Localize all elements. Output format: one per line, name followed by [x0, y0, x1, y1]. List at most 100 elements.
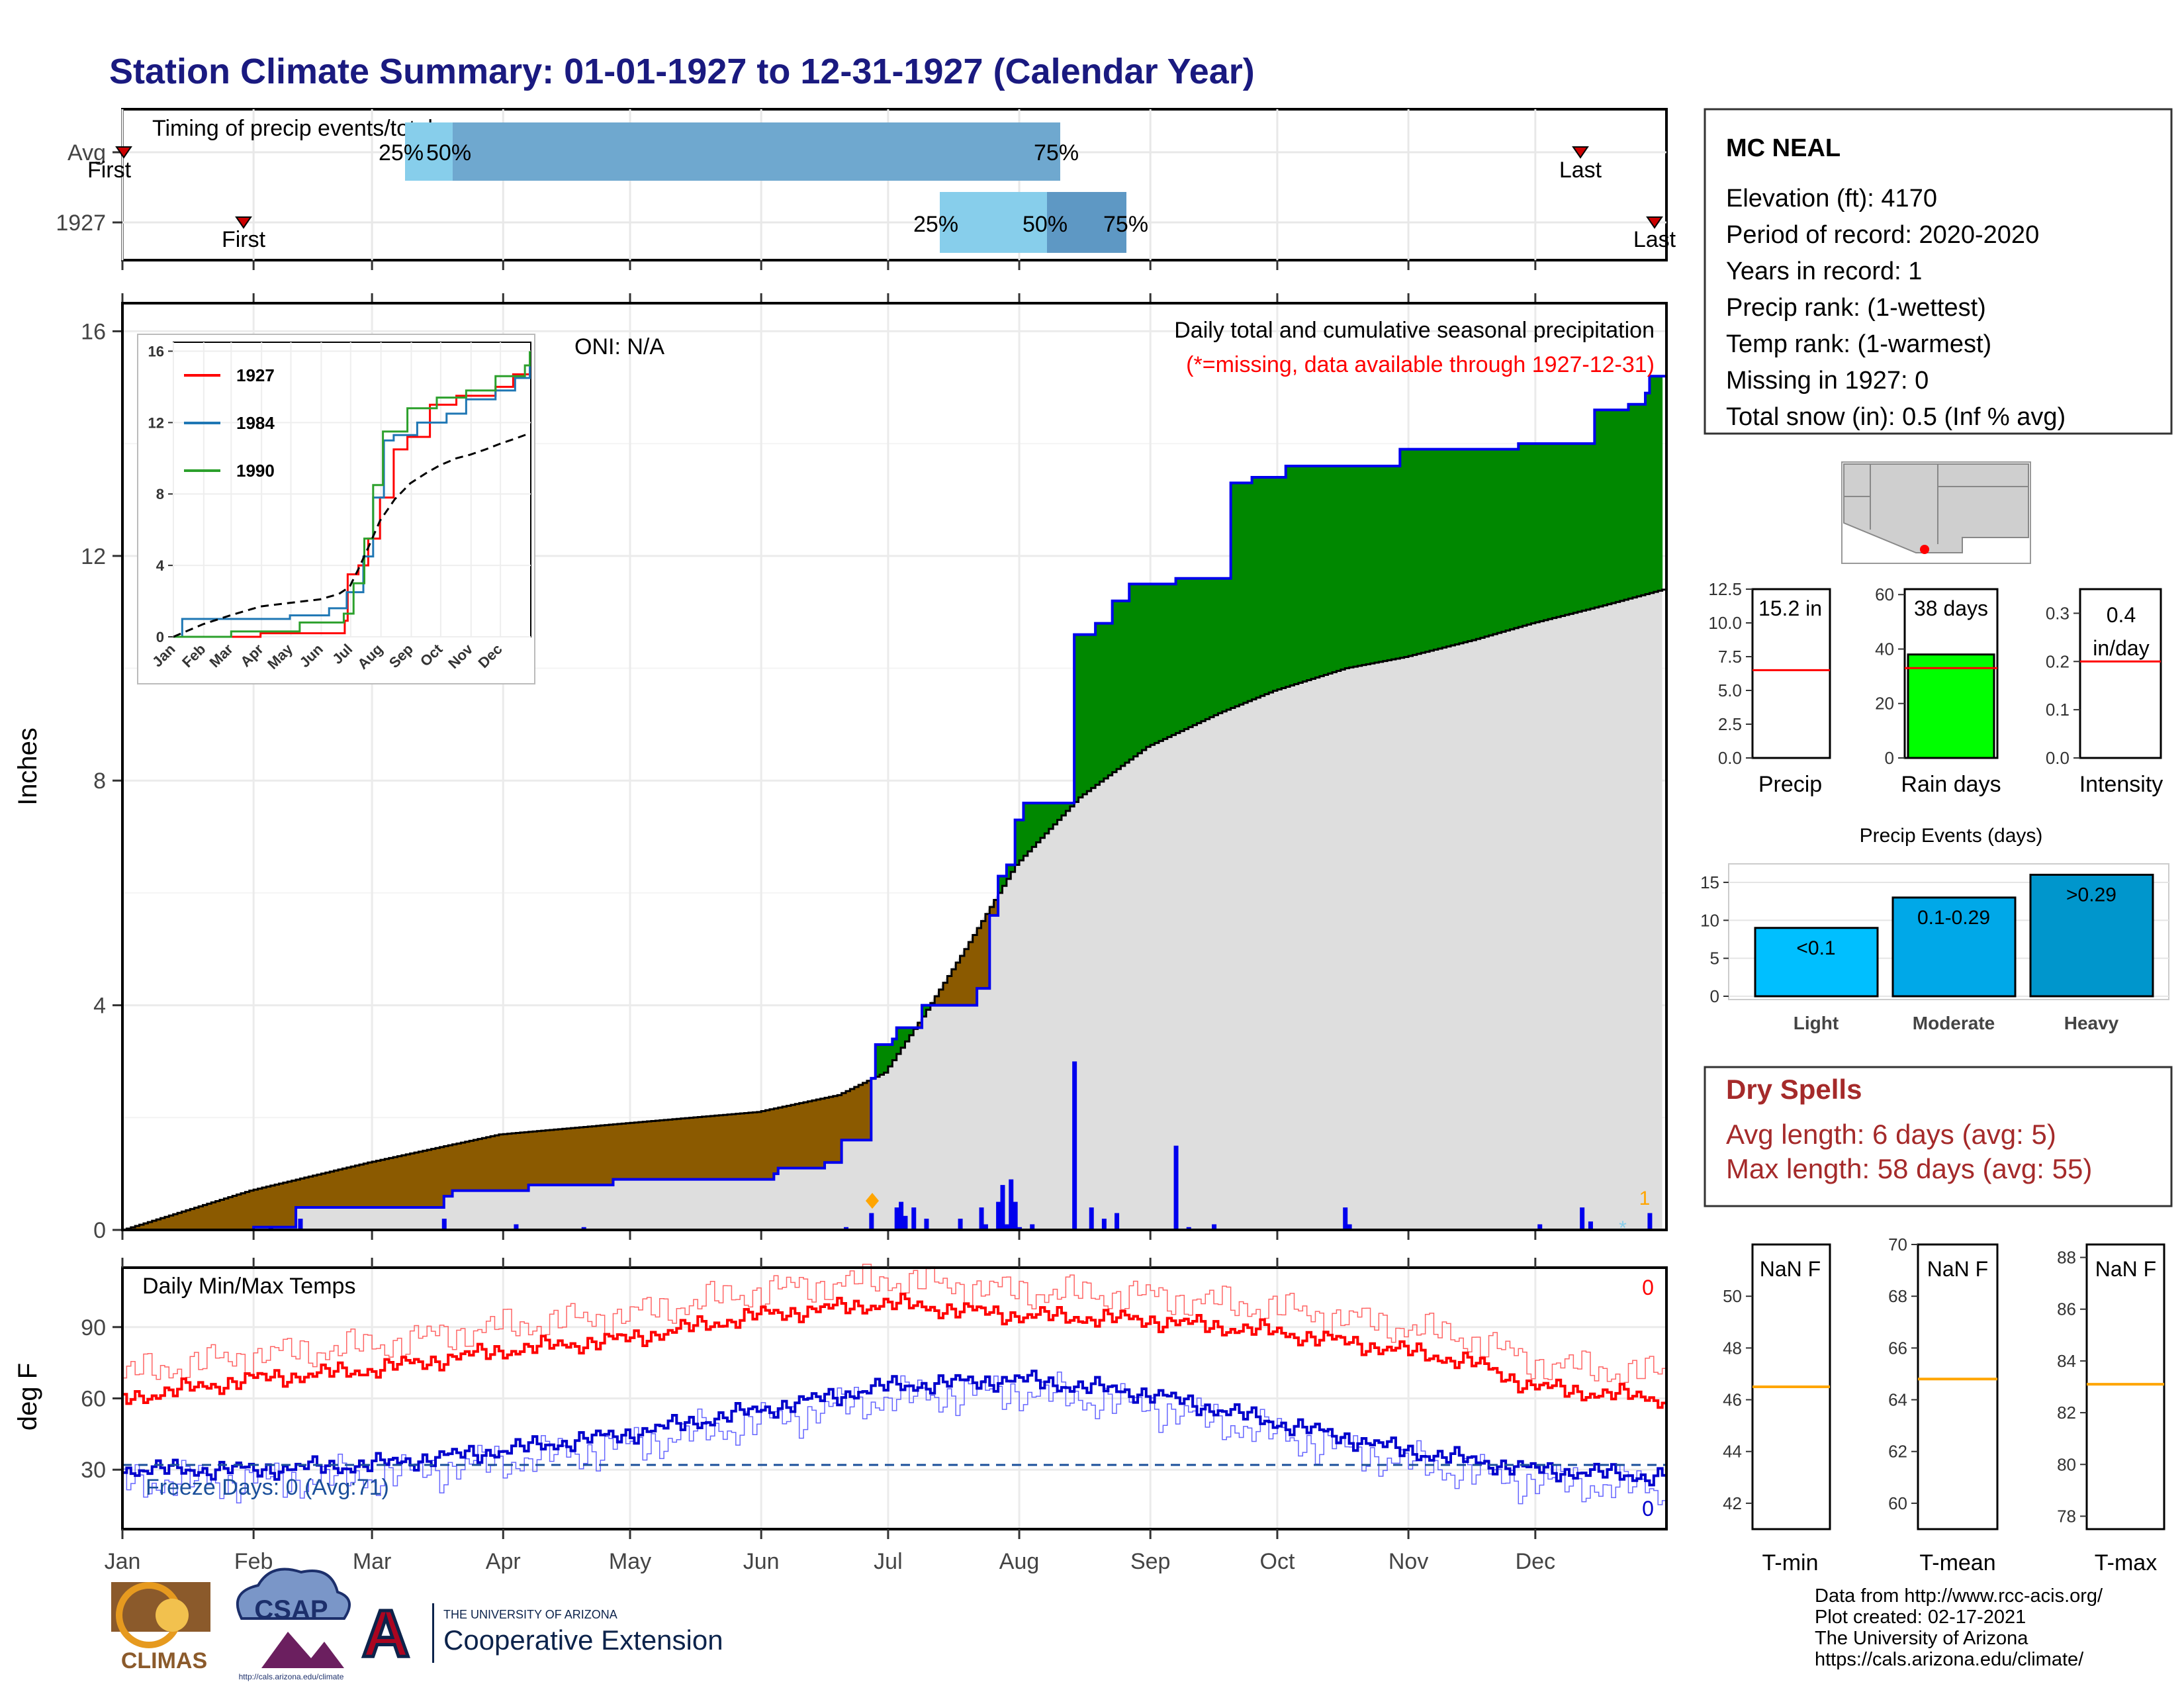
events-ytick-label: 10	[1700, 910, 1719, 930]
climas-logo: CLIMAS	[111, 1582, 210, 1673]
summary-ytick-label: 12.5	[1708, 579, 1742, 599]
timing-year-bar	[1047, 192, 1126, 253]
daily-precip-bar	[1212, 1224, 1217, 1230]
summary-ytick-label: 0.0	[1718, 748, 1742, 768]
tmax-value: NaN F	[2095, 1257, 2156, 1281]
summary-ytick-label: 2.5	[1718, 714, 1742, 734]
temp-ytick-label: 90	[81, 1315, 106, 1340]
temp-ylabel: deg F	[13, 1363, 42, 1430]
temp-summary-ytick-label: 46	[1723, 1390, 1742, 1410]
temp-summary-ytick-label: 44	[1723, 1442, 1742, 1462]
month-label: Aug	[999, 1549, 1040, 1574]
month-label: Dec	[1516, 1549, 1555, 1574]
precip-events-chart: 0 5 10 15 <0.1 Light 0.1-0.29 Moderate >0.29 Heav…	[1700, 825, 2169, 1033]
record-max-temp-line	[122, 1264, 1666, 1384]
footer-line-4: https://cals.arizona.edu/climate/	[1815, 1649, 2084, 1670]
tmean-label: T-mean	[1919, 1550, 1995, 1575]
station-years: Years in record: 1	[1726, 258, 1922, 285]
daily-precip-bar	[843, 1227, 848, 1230]
daily-precip-bar	[1588, 1221, 1593, 1230]
timing-marker-icon	[235, 216, 252, 229]
temp-summary-ytick-label: 86	[2057, 1299, 2076, 1319]
temp-panel: 30 60 90 Daily Min/Max Temps deg F Freeze …	[13, 1264, 1668, 1530]
events-bar-label: 0.1-0.29	[1917, 907, 1990, 929]
temp-summary-ytick-label: 66	[1888, 1338, 1907, 1358]
temp-label: Daily Min/Max Temps	[142, 1274, 355, 1299]
tmax-label: T-max	[2095, 1550, 2157, 1575]
daily-precip-bar	[899, 1201, 904, 1230]
timing-year-50: 50%	[1023, 212, 1068, 237]
daily-precip-bar	[441, 1219, 447, 1230]
inset-ytick-label: 0	[156, 629, 164, 645]
below-average-area	[126, 900, 999, 1230]
temp-summary-ytick-label: 60	[1888, 1493, 1907, 1513]
timing-panel: Timing of precip events/totals Avg 1927 …	[56, 108, 1668, 270]
temp-summary-ytick-label: 84	[2057, 1351, 2076, 1371]
summary-ytick-label: 5.0	[1718, 680, 1742, 700]
csap-logo-text: CSAP	[254, 1595, 328, 1624]
climas-logo-text: CLIMAS	[121, 1648, 207, 1673]
daily-precip-bar	[894, 1207, 899, 1230]
temp-summary-ytick-label: 82	[2057, 1403, 2076, 1423]
ua-logo: A THE UNIVERSITY OF ARIZONA Cooperative …	[360, 1595, 723, 1673]
temp-summary-box	[1917, 1243, 1999, 1530]
daily-precip-bar	[1343, 1207, 1348, 1230]
inset-legend-label: 1984	[236, 413, 275, 433]
timing-year-first: First	[222, 227, 266, 252]
timing-year-last: Last	[1633, 227, 1676, 252]
month-label: Jul	[874, 1549, 902, 1574]
snow-star-icon: *	[1619, 1217, 1627, 1239]
timing-avg-50: 50%	[426, 140, 471, 165]
count-label: 1	[1639, 1188, 1651, 1209]
timing-year-25: 25%	[913, 212, 958, 237]
record-min-temp-line	[122, 1372, 1666, 1505]
month-label: Jan	[105, 1549, 141, 1574]
inset-legend-label: 1927	[236, 365, 275, 385]
station-location-dot	[1920, 545, 1929, 554]
timing-avg-first: First	[87, 158, 132, 183]
summary-ytick-label: 10.0	[1708, 613, 1742, 633]
year-cumulative-line	[122, 375, 1666, 1231]
daily-precip-bar	[1013, 1201, 1018, 1230]
temp-summary-ytick-label: 70	[1888, 1235, 1907, 1254]
daily-precip-bar	[268, 1227, 273, 1230]
timing-row-year: 1927	[56, 211, 106, 236]
daily-precip-bar	[1089, 1207, 1094, 1230]
summary-ytick-label: 7.5	[1718, 647, 1742, 667]
precip-axis-label: Precip	[1758, 772, 1822, 797]
precip-ytick-label: 8	[93, 769, 106, 794]
summary-panels: 0.0 2.5 5.0 7.5 10.0 12.5 0 20 40 60 0.0 0.1 0.2 0.3	[1708, 579, 2162, 768]
oni-label: ONI: N/A	[574, 334, 664, 359]
month-label: Jun	[743, 1549, 780, 1574]
footer-line-2: Plot created: 02-17-2021	[1815, 1607, 2026, 1628]
tmin-label: T-min	[1762, 1550, 1819, 1575]
footer-line-3: The University of Arizona	[1815, 1628, 2028, 1649]
precip-value-label: 15.2 in	[1758, 596, 1822, 620]
month-label: Feb	[234, 1549, 273, 1574]
raindays-axis-label: Rain days	[1901, 772, 2001, 797]
precip-subtitle: Daily total and cumulative seasonal prec…	[1174, 318, 1655, 343]
intensity-axis-label: Intensity	[2079, 772, 2163, 797]
inset-series-line	[173, 351, 531, 638]
month-label: Oct	[1260, 1549, 1295, 1574]
station-elevation: Elevation (ft): 4170	[1726, 185, 1937, 212]
max-count: 0	[1642, 1276, 1654, 1299]
timing-marker-icon	[115, 146, 132, 159]
timing-marker-icon	[1572, 146, 1589, 159]
daily-precip-bar	[1115, 1213, 1120, 1230]
month-label: Mar	[353, 1549, 392, 1574]
daily-precip-bar	[1647, 1213, 1653, 1230]
csap-url: http://cals.arizona.edu/climate	[239, 1672, 344, 1681]
events-bar	[2029, 873, 2154, 998]
ua-big-text: Cooperative Extension	[443, 1624, 723, 1656]
daily-precip-bar	[924, 1219, 929, 1230]
timing-year-75: 75%	[1103, 212, 1148, 237]
station-snow: Total snow (in): 0.5 (Inf % avg)	[1726, 403, 2066, 431]
inset-ytick-label: 12	[148, 414, 164, 431]
events-category-label: Heavy	[2064, 1013, 2119, 1033]
summary-ytick-label: 20	[1875, 694, 1894, 714]
inset-legend-label: 1990	[236, 461, 275, 481]
daily-precip-bar	[903, 1215, 908, 1230]
inset-ytick-label: 16	[148, 343, 164, 359]
